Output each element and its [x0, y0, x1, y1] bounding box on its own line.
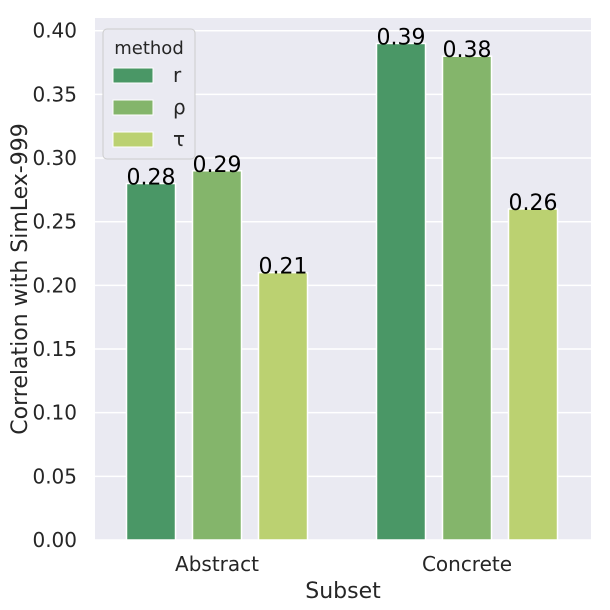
legend-items: rρτ — [112, 63, 186, 151]
bar-value-label: 0.26 — [509, 191, 558, 216]
bar — [125, 182, 177, 541]
bar — [441, 55, 493, 541]
y-tick-label: 0.00 — [32, 528, 77, 552]
y-axis-label: Correlation with SimLex-999 — [8, 123, 33, 434]
bar-labels: 0.28 0.29 0.21 0.39 0.38 0.26 — [127, 25, 558, 279]
bar — [507, 208, 559, 541]
x-tick-label: Abstract — [175, 552, 259, 576]
y-tick-label: 0.25 — [32, 210, 77, 234]
legend-swatch — [112, 99, 154, 116]
x-axis-ticks: Abstract Concrete — [175, 552, 512, 576]
legend: method rρτ — [102, 28, 196, 160]
y-tick-label: 0.05 — [32, 464, 77, 488]
bar-value-label: 0.39 — [377, 25, 426, 50]
bar-value-label: 0.29 — [193, 153, 242, 178]
bars — [125, 42, 559, 541]
bar-value-label: 0.28 — [127, 166, 176, 191]
legend-swatch — [112, 131, 154, 148]
y-tick-label: 0.15 — [32, 337, 77, 361]
y-tick-label: 0.20 — [32, 273, 77, 297]
legend-title: method — [114, 38, 184, 59]
legend-label: r — [173, 63, 182, 87]
bar-value-label: 0.38 — [443, 38, 492, 63]
y-tick-label: 0.40 — [32, 19, 77, 43]
bar — [375, 42, 427, 541]
legend-box — [102, 28, 196, 160]
y-tick-label: 0.10 — [32, 401, 77, 425]
legend-swatch — [112, 67, 154, 84]
legend-label: τ — [173, 127, 185, 151]
x-tick-label: Concrete — [422, 552, 512, 576]
bar-value-label: 0.21 — [259, 255, 308, 280]
y-tick-label: 0.30 — [32, 146, 77, 170]
x-axis-label: Subset — [305, 579, 381, 604]
y-tick-label: 0.35 — [32, 82, 77, 106]
bar — [257, 271, 309, 541]
y-axis-ticks: 0.00 0.05 0.10 0.15 0.20 0.25 0.30 0.35 0.40 — [32, 19, 77, 552]
bar — [191, 170, 243, 541]
legend-label: ρ — [173, 95, 186, 119]
